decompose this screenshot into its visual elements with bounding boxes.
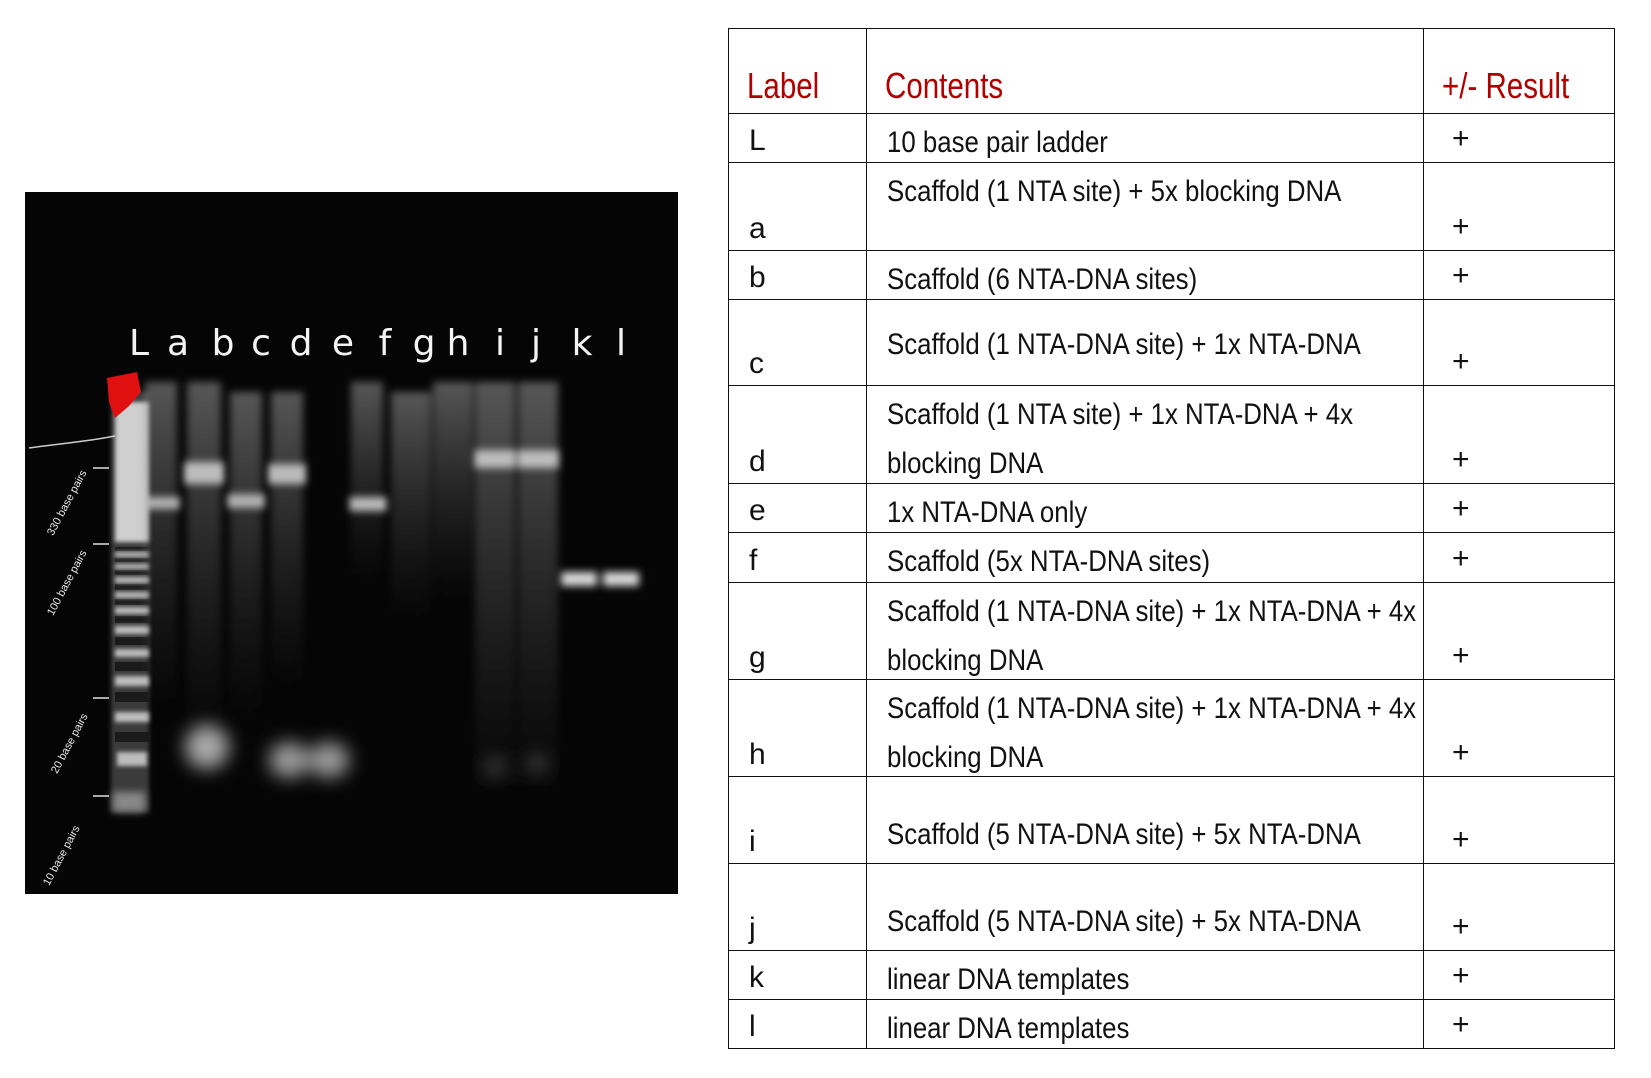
table-row: k linear DNA templates + (728, 950, 1615, 1000)
lane-label-k: k (571, 323, 593, 364)
row-result: + (1452, 959, 1470, 992)
table-row: d Scaffold (1 NTA site) + 1x NTA-DNA + 4… (728, 385, 1615, 484)
row-contents: 10 base pair ladder (887, 126, 1108, 159)
lane-contents-table: Label Contents +/- Result L 10 base pair… (728, 28, 1615, 1049)
table-row: h Scaffold (1 NTA-DNA site) + 1x NTA-DNA… (728, 679, 1615, 777)
ladder-lane (28, 372, 149, 812)
lane-label-b: b (211, 323, 235, 364)
table-row: b Scaffold (6 NTA-DNA sites) + (728, 250, 1615, 300)
lane-label-f: f (378, 323, 392, 364)
table-row: f Scaffold (5x NTA-DNA sites) + (728, 532, 1615, 583)
ladder-highlight (107, 372, 141, 418)
row-contents: Scaffold (5 NTA-DNA site) + 5x NTA-DNA (887, 905, 1361, 938)
lane-label-c: c (251, 323, 271, 364)
row-contents: Scaffold (1 NTA site) + 1x NTA-DNA + 4x … (887, 398, 1354, 480)
header-label: Label (728, 28, 867, 114)
row-contents: Scaffold (5 NTA-DNA site) + 5x NTA-DNA (887, 818, 1361, 851)
smears (145, 382, 558, 802)
lane-label-h: h (446, 323, 470, 364)
low-bands (185, 725, 549, 778)
gel-bands (28, 372, 639, 812)
row-label: a (749, 212, 766, 245)
row-contents: Scaffold (1 NTA-DNA site) + 1x NTA-DNA +… (887, 595, 1417, 677)
table-header-row: Label Contents +/- Result (728, 28, 1615, 114)
row-contents: Scaffold (1 NTA site) + 5x blocking DNA (887, 175, 1342, 208)
lane-label-g: g (412, 323, 436, 364)
row-label: l (749, 1010, 756, 1043)
lane-label-a: a (166, 323, 190, 364)
lane-label-j: j (530, 323, 541, 364)
lane-label-e: e (331, 323, 355, 364)
lane-label-i: i (494, 323, 505, 364)
table-row: i Scaffold (5 NTA-DNA site) + 5x NTA-DNA… (728, 776, 1615, 864)
lane-label-L: L (128, 323, 150, 364)
lane-label-d: d (289, 323, 313, 364)
row-contents: Scaffold (6 NTA-DNA sites) (887, 263, 1198, 296)
table-row: l linear DNA templates + (728, 999, 1615, 1049)
row-result: + (1452, 122, 1470, 155)
row-result: + (1452, 259, 1470, 292)
row-result: + (1452, 910, 1470, 943)
row-contents: Scaffold (1 NTA-DNA site) + 1x NTA-DNA +… (887, 692, 1417, 774)
row-contents: linear DNA templates (887, 963, 1130, 996)
row-contents: linear DNA templates (887, 1012, 1130, 1045)
row-result: + (1452, 736, 1470, 769)
lane-label-l: l (615, 323, 626, 364)
row-result: + (1452, 823, 1470, 856)
row-result: + (1452, 542, 1470, 575)
table-row: e 1x NTA-DNA only + (728, 483, 1615, 533)
row-contents: Scaffold (1 NTA-DNA site) + 1x NTA-DNA (887, 328, 1361, 361)
row-result: + (1452, 492, 1470, 525)
table-row: g Scaffold (1 NTA-DNA site) + 1x NTA-DNA… (728, 582, 1615, 680)
marker-ticks (93, 467, 109, 797)
row-result: + (1452, 639, 1470, 672)
header-contents: Contents (866, 28, 1424, 114)
row-label: h (749, 738, 766, 771)
row-label: g (749, 641, 766, 674)
row-result: + (1452, 1008, 1470, 1041)
row-label: e (749, 494, 766, 527)
row-label: j (749, 912, 756, 945)
header-result: +/- Result (1423, 28, 1615, 114)
row-label: f (749, 544, 758, 577)
row-label: b (749, 261, 766, 294)
row-label: d (749, 445, 766, 478)
row-contents: 1x NTA-DNA only (887, 496, 1088, 529)
row-result: + (1452, 443, 1470, 476)
table-row: L 10 base pair ladder + (728, 113, 1615, 163)
row-label: i (749, 825, 756, 858)
row-result: + (1452, 345, 1470, 378)
row-label: L (749, 124, 766, 157)
gel-image: L a b c d e f g h i j k l 330 base pairs… (25, 192, 678, 894)
row-result: + (1452, 210, 1470, 243)
row-contents: Scaffold (5x NTA-DNA sites) (887, 545, 1211, 578)
row-label: k (749, 961, 764, 994)
row-label: c (749, 347, 764, 380)
table-row: a Scaffold (1 NTA site) + 5x blocking DN… (728, 162, 1615, 251)
table-row: j Scaffold (5 NTA-DNA site) + 5x NTA-DNA… (728, 863, 1615, 951)
table-row: c Scaffold (1 NTA-DNA site) + 1x NTA-DNA… (728, 299, 1615, 386)
